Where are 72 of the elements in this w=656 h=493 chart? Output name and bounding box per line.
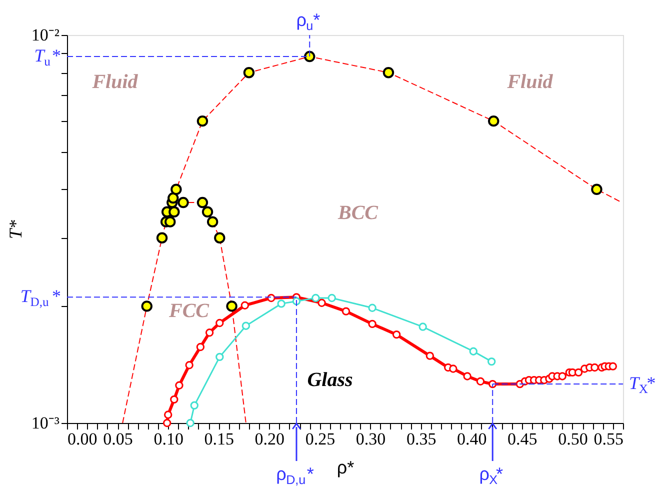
x-tick-label: 0.40 <box>456 430 487 448</box>
point <box>196 196 208 208</box>
point <box>368 320 376 328</box>
point <box>206 216 218 228</box>
point <box>156 232 168 244</box>
point <box>469 347 478 356</box>
annotation: Fluid <box>506 71 554 93</box>
point <box>342 307 350 316</box>
point <box>168 192 179 204</box>
point <box>178 196 189 208</box>
point <box>162 418 172 428</box>
x-axis-title: ρ* <box>336 458 354 478</box>
x-tick-label: 0.10 <box>154 430 184 448</box>
point <box>170 184 182 195</box>
point <box>392 330 401 339</box>
point <box>574 368 583 377</box>
point <box>168 206 180 218</box>
point <box>277 300 286 308</box>
point <box>240 301 250 310</box>
point <box>368 304 376 312</box>
point <box>558 372 566 380</box>
point <box>463 372 472 380</box>
y-axis-title: T* <box>5 220 26 240</box>
point <box>175 381 184 390</box>
point <box>242 322 250 330</box>
x-tick-label: 0.45 <box>508 430 538 448</box>
point <box>214 232 226 244</box>
point <box>170 395 178 404</box>
point <box>243 67 255 78</box>
point <box>141 300 152 312</box>
point <box>487 357 496 366</box>
point <box>185 361 194 370</box>
point <box>205 328 214 337</box>
x-tick-label: 0.55 <box>594 430 624 448</box>
point <box>449 364 458 373</box>
x-tick-label: 0.30 <box>356 430 386 448</box>
point <box>426 352 434 360</box>
point <box>328 294 336 302</box>
annotation: Fluid <box>91 71 139 93</box>
annotation: Glass <box>307 369 353 391</box>
point <box>186 418 194 428</box>
x-tick-label: 0.50 <box>558 430 588 448</box>
point <box>164 410 172 419</box>
x-tick-label: 0.05 <box>103 430 133 448</box>
point <box>608 362 617 370</box>
y-tick-label: 10⁻² <box>31 26 60 44</box>
x-tick-label: 0.00 <box>68 430 98 448</box>
point <box>164 216 176 228</box>
point <box>304 50 316 62</box>
annotation: BCC <box>336 202 379 224</box>
point <box>216 352 224 362</box>
point <box>488 115 500 127</box>
point <box>202 206 214 218</box>
point <box>318 298 326 307</box>
point <box>196 342 205 352</box>
point <box>418 322 427 331</box>
point <box>267 294 276 302</box>
point <box>190 401 198 410</box>
x-tick-label: 0.25 <box>305 430 336 448</box>
point <box>590 363 599 372</box>
x-tick-label: 0.20 <box>254 430 285 448</box>
point <box>312 294 320 302</box>
x-tick-label: 0.35 <box>406 430 436 448</box>
x-tick-label: 0.15 <box>204 430 234 448</box>
point <box>382 67 394 78</box>
point <box>476 377 485 386</box>
point <box>591 184 602 195</box>
annotation: FCC <box>168 300 210 322</box>
point <box>216 318 224 328</box>
point <box>226 300 238 312</box>
y-tick-label: 10⁻³ <box>31 414 60 432</box>
point <box>196 115 208 127</box>
